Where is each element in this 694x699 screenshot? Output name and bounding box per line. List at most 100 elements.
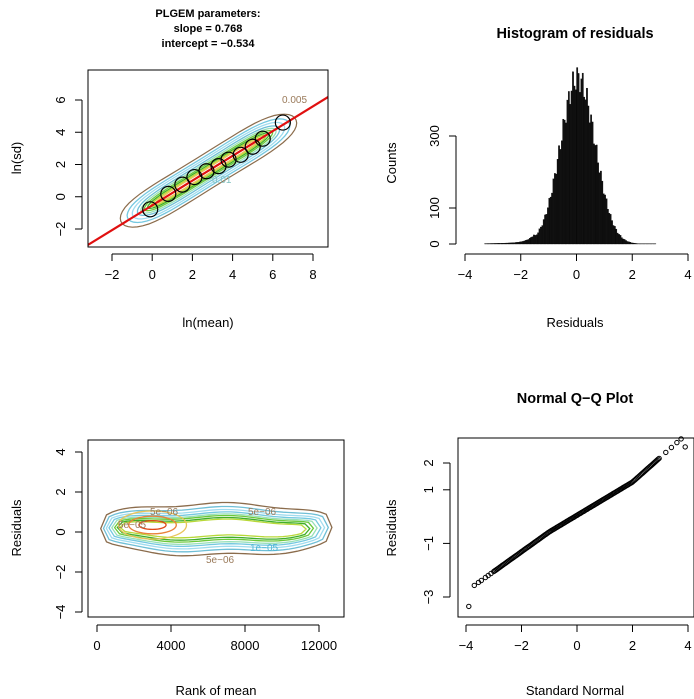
histogram-bar <box>531 236 534 245</box>
histogram-bar <box>602 193 605 245</box>
histogram-bar <box>609 214 612 245</box>
histogram-bar <box>517 242 520 245</box>
histogram-bar <box>554 173 556 245</box>
histogram-bar <box>528 238 531 245</box>
histogram-bar <box>502 243 505 245</box>
rank-y-axis-tick-label: 4 <box>53 448 68 455</box>
histogram-bar <box>611 220 613 245</box>
histogram-bars <box>484 67 657 245</box>
histogram-bar <box>608 213 611 245</box>
rank-y-label: Residuals <box>9 499 24 557</box>
histogram-bar <box>506 242 509 245</box>
qq-x-label: Standard Normal <box>526 683 624 698</box>
plgem-contour-label-001: 0.01 <box>212 175 232 186</box>
histogram-x-axis-tick-label: 4 <box>684 267 691 282</box>
histogram-bar <box>620 237 623 245</box>
plgem-bin-point <box>142 201 159 218</box>
histogram-x-axis-tick-label: 0 <box>573 267 580 282</box>
histogram-bar <box>594 145 597 245</box>
plgem-bin-point <box>244 138 261 155</box>
histogram-bar <box>515 242 517 245</box>
plgem-y-axis: −2 0 2 4 6 <box>53 96 83 236</box>
plgem-bin-point <box>274 114 291 131</box>
histogram-bar <box>512 242 514 245</box>
histogram-bar <box>605 198 608 245</box>
rank-x-label: Rank of mean <box>176 683 257 698</box>
histogram-y-axis: 0 100 300 <box>427 125 457 248</box>
histogram-bar <box>618 234 620 245</box>
histogram-x-axis: −4 −2 0 2 4 <box>458 253 692 282</box>
qq-point <box>471 582 477 589</box>
histogram-bar <box>601 180 604 245</box>
histogram-bar <box>595 144 598 245</box>
rank-y-axis-tick-label: −4 <box>53 605 68 620</box>
qq-y-axis: −3 −1 1 2 <box>421 459 451 604</box>
histogram-bar <box>622 238 625 245</box>
histogram-bar <box>593 143 595 245</box>
plgem-x-axis-tick-label: 0 <box>149 267 156 282</box>
qq-x-axis-tick-label: −2 <box>514 638 529 653</box>
rank-plot-box <box>87 439 345 618</box>
qq-x-axis-tick-label: −4 <box>459 638 474 653</box>
histogram-bar <box>496 243 499 245</box>
histogram-bar <box>581 72 584 245</box>
rank-core-contour-1 <box>128 515 177 535</box>
rank-contour-label-4: 5e−06 <box>206 555 235 566</box>
plgem-x-axis-tick-label: 4 <box>229 267 236 282</box>
rank-y-axis: −4 −2 0 2 4 <box>53 448 83 620</box>
rank-x-axis-tick-label: 8000 <box>231 638 260 653</box>
qq-point <box>663 449 669 456</box>
histogram-bar <box>521 241 524 245</box>
histogram-bar <box>627 241 630 245</box>
histogram-bar <box>510 242 513 245</box>
histogram-bar <box>559 149 562 245</box>
histogram-bar <box>573 85 576 245</box>
qq-point <box>678 436 684 442</box>
rank-contour-5 <box>113 514 315 543</box>
histogram-bar <box>598 172 601 245</box>
histogram-title: Histogram of residuals <box>496 26 653 42</box>
histogram-bar <box>534 235 537 245</box>
qq-point <box>655 456 661 462</box>
rank-panel: 5e−06 5e−06 1e−05 5e−06 5e−05 0 4000 8000 1… <box>9 439 345 698</box>
histogram-bar <box>526 239 528 245</box>
histogram-bar <box>612 225 615 245</box>
histogram-bar <box>541 225 544 245</box>
histogram-bar <box>527 239 530 245</box>
histogram-bar <box>561 140 563 245</box>
histogram-bar <box>630 242 633 245</box>
histogram-bar <box>591 121 594 245</box>
histogram-x-axis-tick-label: −2 <box>513 267 528 282</box>
histogram-bar <box>544 214 546 245</box>
histogram-bar <box>580 78 583 245</box>
qq-y-axis-tick-label: 1 <box>421 486 436 493</box>
histogram-bar <box>633 242 636 245</box>
histogram-bar <box>563 119 566 245</box>
histogram-bar <box>513 242 516 245</box>
rank-contour-6 <box>116 516 311 541</box>
plgem-title-line-3: intercept = −0.534 <box>162 38 256 50</box>
histogram-bar <box>569 104 572 245</box>
rank-contour-3 <box>108 511 322 548</box>
histogram-bar <box>498 243 500 245</box>
qq-point <box>682 444 688 450</box>
histogram-bar <box>600 170 602 245</box>
qq-point <box>674 439 680 446</box>
histogram-bar <box>584 99 587 245</box>
histogram-bar <box>626 241 629 245</box>
plgem-fit-line <box>88 95 328 246</box>
qq-plot-box <box>457 437 694 618</box>
histogram-bar <box>607 209 609 245</box>
histogram-bar <box>629 242 632 245</box>
histogram-bar <box>623 239 626 245</box>
histogram-bar <box>530 237 533 245</box>
qq-x-axis: −4 −2 0 2 4 <box>459 624 692 653</box>
qq-y-label: Residuals <box>384 499 399 557</box>
plgem-x-axis-tick-label: 6 <box>269 267 276 282</box>
rank-core-contour-2 <box>138 519 167 531</box>
plgem-x-axis-tick-label: −2 <box>105 267 120 282</box>
qq-points <box>466 436 688 610</box>
rank-x-axis: 0 4000 8000 12000 <box>93 624 337 653</box>
rank-contour-1 <box>102 505 329 553</box>
